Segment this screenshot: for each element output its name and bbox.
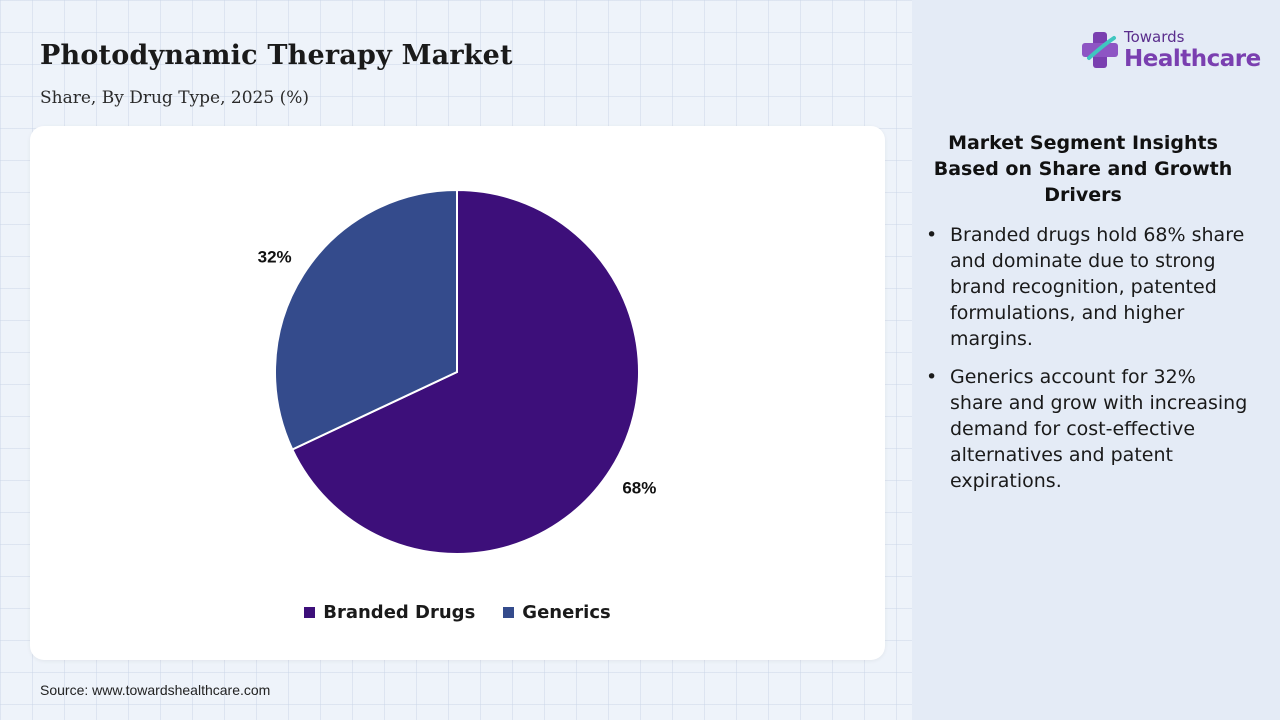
chart-legend: Branded Drugs Generics <box>30 602 885 623</box>
legend-item-branded-drugs: Branded Drugs <box>304 602 475 623</box>
insights-list: Branded drugs hold 68% share and dominat… <box>922 222 1252 506</box>
legend-swatch-branded <box>304 607 316 618</box>
page-subtitle: Share, By Drug Type, 2025 (%) <box>40 88 309 108</box>
data-label-generics: 32% <box>258 247 292 266</box>
medical-cross-icon <box>1082 32 1118 68</box>
legend-swatch-generics <box>503 607 515 618</box>
legend-label-generics: Generics <box>522 602 611 623</box>
page-title: Photodynamic Therapy Market <box>40 40 513 71</box>
insights-panel <box>912 0 1280 720</box>
chart-card: 68% 32% Branded Drugs Generics <box>30 126 885 660</box>
pie-slice-branded-drugs <box>290 188 640 555</box>
towards-healthcare-logo: Towards Healthcare <box>1080 26 1261 78</box>
source-note: Source: www.towardshealthcare.com <box>40 682 271 698</box>
data-label-branded-drugs: 68% <box>622 479 656 498</box>
insight-bullet: Branded drugs hold 68% share and dominat… <box>922 222 1252 352</box>
logo-text-top: Towards <box>1124 28 1185 46</box>
insights-title: Market Segment Insights Based on Share a… <box>933 132 1233 206</box>
pie-slice-generics <box>274 188 458 451</box>
logo-text-main: Healthcare <box>1124 46 1261 72</box>
legend-label-branded: Branded Drugs <box>323 602 476 623</box>
legend-item-generics: Generics <box>503 602 611 623</box>
insight-bullet: Generics account for 32% share and grow … <box>922 364 1252 494</box>
pie-chart: 68% 32% <box>258 188 656 555</box>
